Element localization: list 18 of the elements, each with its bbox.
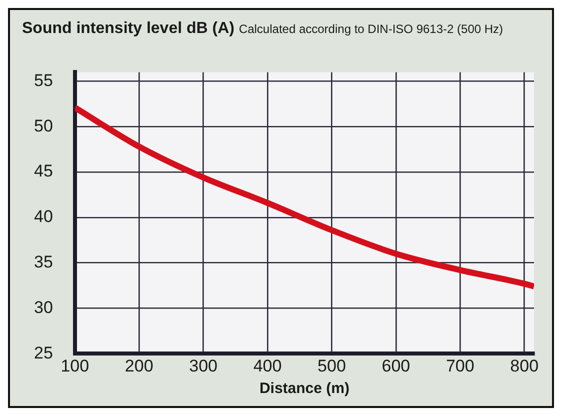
x-tick-label: 600 <box>382 356 410 376</box>
x-tick-label: 400 <box>253 356 282 376</box>
x-tick-label: 300 <box>189 356 218 376</box>
y-tick-label: 35 <box>34 252 53 272</box>
y-tick-label: 45 <box>34 162 53 181</box>
x-tick-label: 200 <box>124 356 154 376</box>
x-tick-label: 100 <box>60 356 90 376</box>
x-tick-label: 700 <box>446 356 474 376</box>
chart-subtitle: Calculated according to DIN-ISO 9613-2 (500 Hz) <box>238 22 504 36</box>
y-tick-label: 40 <box>34 207 53 226</box>
y-tick-label: 50 <box>34 116 53 136</box>
chart-title: Sound intensity level dB (A) <box>22 20 234 37</box>
x-tick-label: 500 <box>318 356 346 376</box>
x-axis-title: Distance (m) <box>259 380 350 398</box>
y-tick-label: 25 <box>34 343 53 362</box>
y-tick-label: 30 <box>34 298 53 317</box>
x-tick-label: 800 <box>510 356 539 376</box>
y-tick-label: 55 <box>34 70 53 90</box>
